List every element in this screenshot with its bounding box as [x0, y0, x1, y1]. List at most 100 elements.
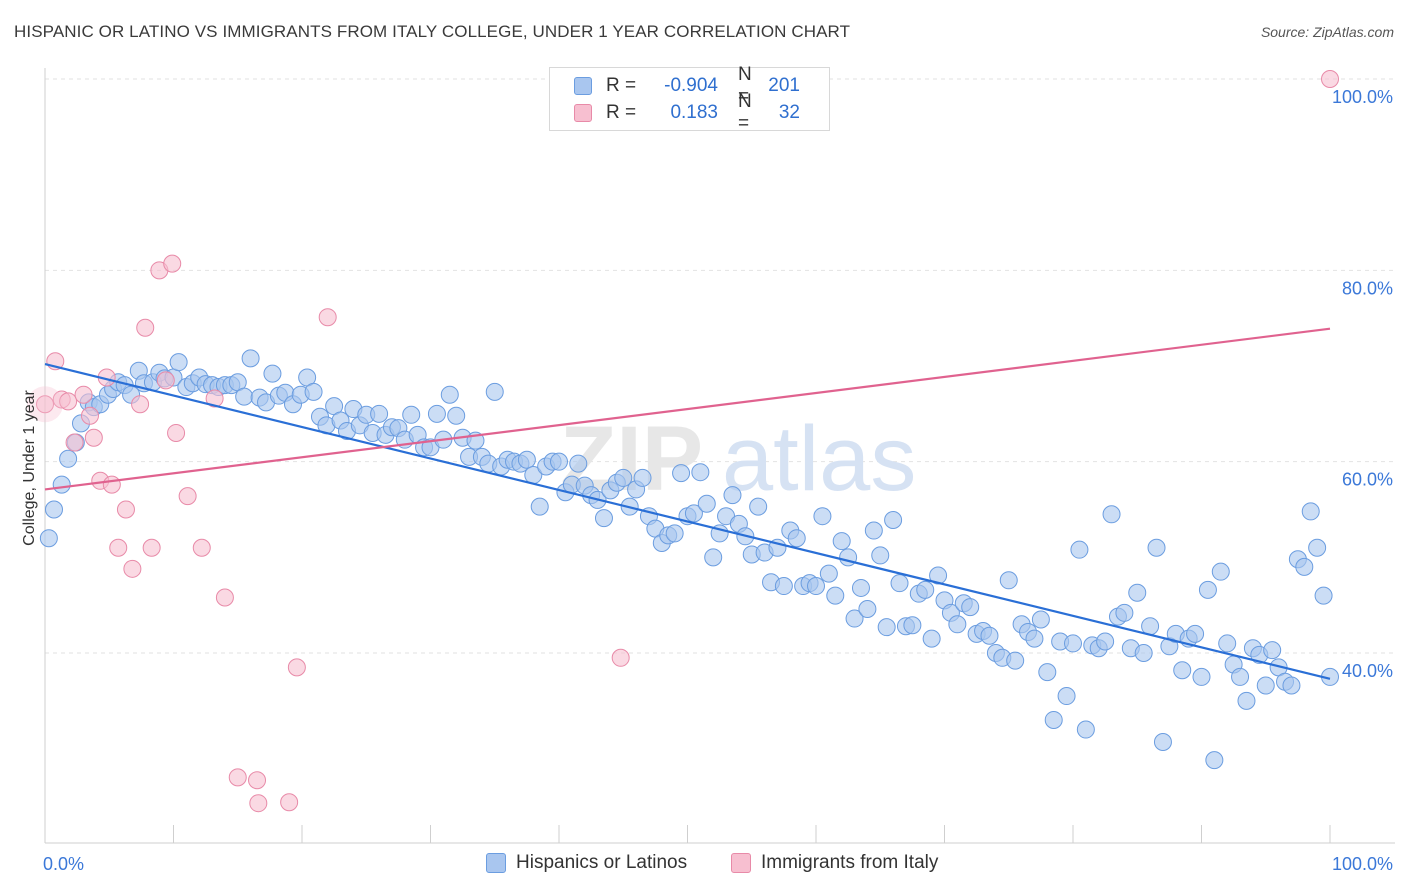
hispanics-point [980, 626, 999, 645]
hispanics-point [169, 353, 188, 372]
legend-r-value: 0.183 [670, 102, 718, 123]
hispanics-point [1031, 610, 1050, 629]
hispanics-point [851, 578, 870, 597]
hispanics-point [1308, 538, 1327, 557]
italy-trend-line [44, 327, 1331, 491]
legend-swatch-hispanics [486, 853, 506, 873]
chart-title: HISPANIC OR LATINO VS IMMIGRANTS FROM IT… [14, 22, 851, 41]
hispanics-point [1038, 663, 1057, 682]
legend-row-italy: R = 0.183 N = 32 [574, 91, 800, 134]
legend-n-value: 32 [778, 102, 800, 123]
hispanics-point [594, 509, 613, 528]
hispanics-point [485, 382, 504, 401]
legend-swatch-italy [574, 104, 592, 122]
hispanics-point [59, 449, 78, 468]
italy-point [123, 559, 142, 578]
italy-point [156, 371, 175, 390]
hispanics-point [1102, 505, 1121, 524]
legend-item-italy[interactable]: Immigrants from Italy [731, 852, 938, 874]
hispanics-point [1263, 641, 1282, 660]
legend-label-italy: Immigrants from Italy [761, 852, 939, 873]
hispanics-point [1295, 557, 1314, 576]
legend-label-hispanics: Hispanics or Latinos [516, 852, 688, 873]
hispanics-point [304, 382, 323, 401]
hispanics-point [1147, 538, 1166, 557]
y-tick-label: 40.0% [1342, 661, 1393, 681]
y-tick-label: 60.0% [1342, 470, 1393, 490]
watermark-atlas: atlas [722, 408, 916, 510]
hispanics-point [819, 564, 838, 583]
hispanics-point [723, 486, 742, 505]
italy-point [74, 385, 93, 404]
hispanics-point [916, 580, 935, 599]
hispanics-point [517, 450, 536, 469]
italy-point [65, 433, 84, 452]
y-tick-label: 100.0% [1332, 87, 1393, 107]
hispanics-point [263, 364, 282, 383]
italy-point [215, 588, 234, 607]
hispanics-point [1173, 661, 1192, 680]
hispanics-point [1314, 586, 1333, 605]
italy-point [228, 768, 247, 787]
italy-point [192, 538, 211, 557]
italy-point [80, 406, 99, 425]
hispanics-point [1076, 720, 1095, 739]
hispanics-point [1256, 676, 1275, 695]
hispanics-point [235, 387, 254, 406]
hispanics-point [1044, 710, 1063, 729]
hispanics-trend-line [44, 363, 1331, 680]
legend-swatch-hispanics [574, 77, 592, 95]
hispanics-point [697, 494, 716, 513]
hispanics-point [832, 532, 851, 551]
hispanics-point [922, 629, 941, 648]
hispanics-point [826, 586, 845, 605]
hispanics-point [774, 577, 793, 596]
hispanics-point [1128, 583, 1147, 602]
italy-point [611, 648, 630, 667]
hispanics-point [929, 566, 948, 585]
italy-point [248, 771, 267, 790]
x-tick-label: 0.0% [43, 854, 84, 874]
hispanics-point [864, 521, 883, 540]
hispanics-point [845, 609, 864, 628]
hispanics-point [858, 599, 877, 618]
italy-point-large [27, 386, 63, 423]
legend-row-hispanics: R = -0.904 N = 201 [574, 64, 800, 107]
source-label: Source: ZipAtlas.com [1260, 24, 1394, 40]
legend-n-label: N = [738, 64, 752, 107]
y-axis-label: College, Under 1 year [21, 390, 38, 546]
hispanics-point [1115, 603, 1134, 622]
legend-series: Hispanics or Latinos Immigrants from Ita… [0, 852, 1406, 878]
hispanics-point [1301, 502, 1320, 521]
hispanics-point [665, 524, 684, 543]
italy-point [178, 487, 197, 506]
hispanics-point [370, 404, 389, 423]
hispanics-point [877, 618, 896, 637]
hispanics-point [39, 529, 58, 548]
hispanics-point [569, 454, 588, 473]
hispanics-point [1006, 651, 1025, 670]
italy-point [84, 428, 103, 447]
hispanics-point [672, 464, 691, 483]
hispanics-point [871, 546, 890, 565]
italy-point [109, 538, 128, 557]
hispanics-point [440, 385, 459, 404]
italy-point [116, 500, 135, 519]
hispanics-point [1057, 687, 1076, 706]
hispanics-point [1237, 691, 1256, 710]
hispanics-point [1218, 634, 1237, 653]
italy-point [136, 318, 155, 337]
hispanics-point [999, 571, 1018, 590]
legend-item-hispanics[interactable]: Hispanics or Latinos [486, 852, 687, 874]
hispanics-point [1064, 634, 1082, 653]
italy-point [59, 392, 78, 411]
italy-point [167, 423, 186, 442]
hispanics-point [530, 497, 549, 516]
italy-point [205, 389, 224, 408]
hispanics-point [1205, 751, 1224, 770]
y-tick-label: 80.0% [1342, 278, 1393, 298]
italy-point [102, 475, 121, 494]
legend-stats: R = -0.904 N = 201 R = 0.183 N = 32 [549, 64, 830, 134]
hispanics-point [447, 406, 466, 425]
hispanics-point [807, 577, 825, 596]
